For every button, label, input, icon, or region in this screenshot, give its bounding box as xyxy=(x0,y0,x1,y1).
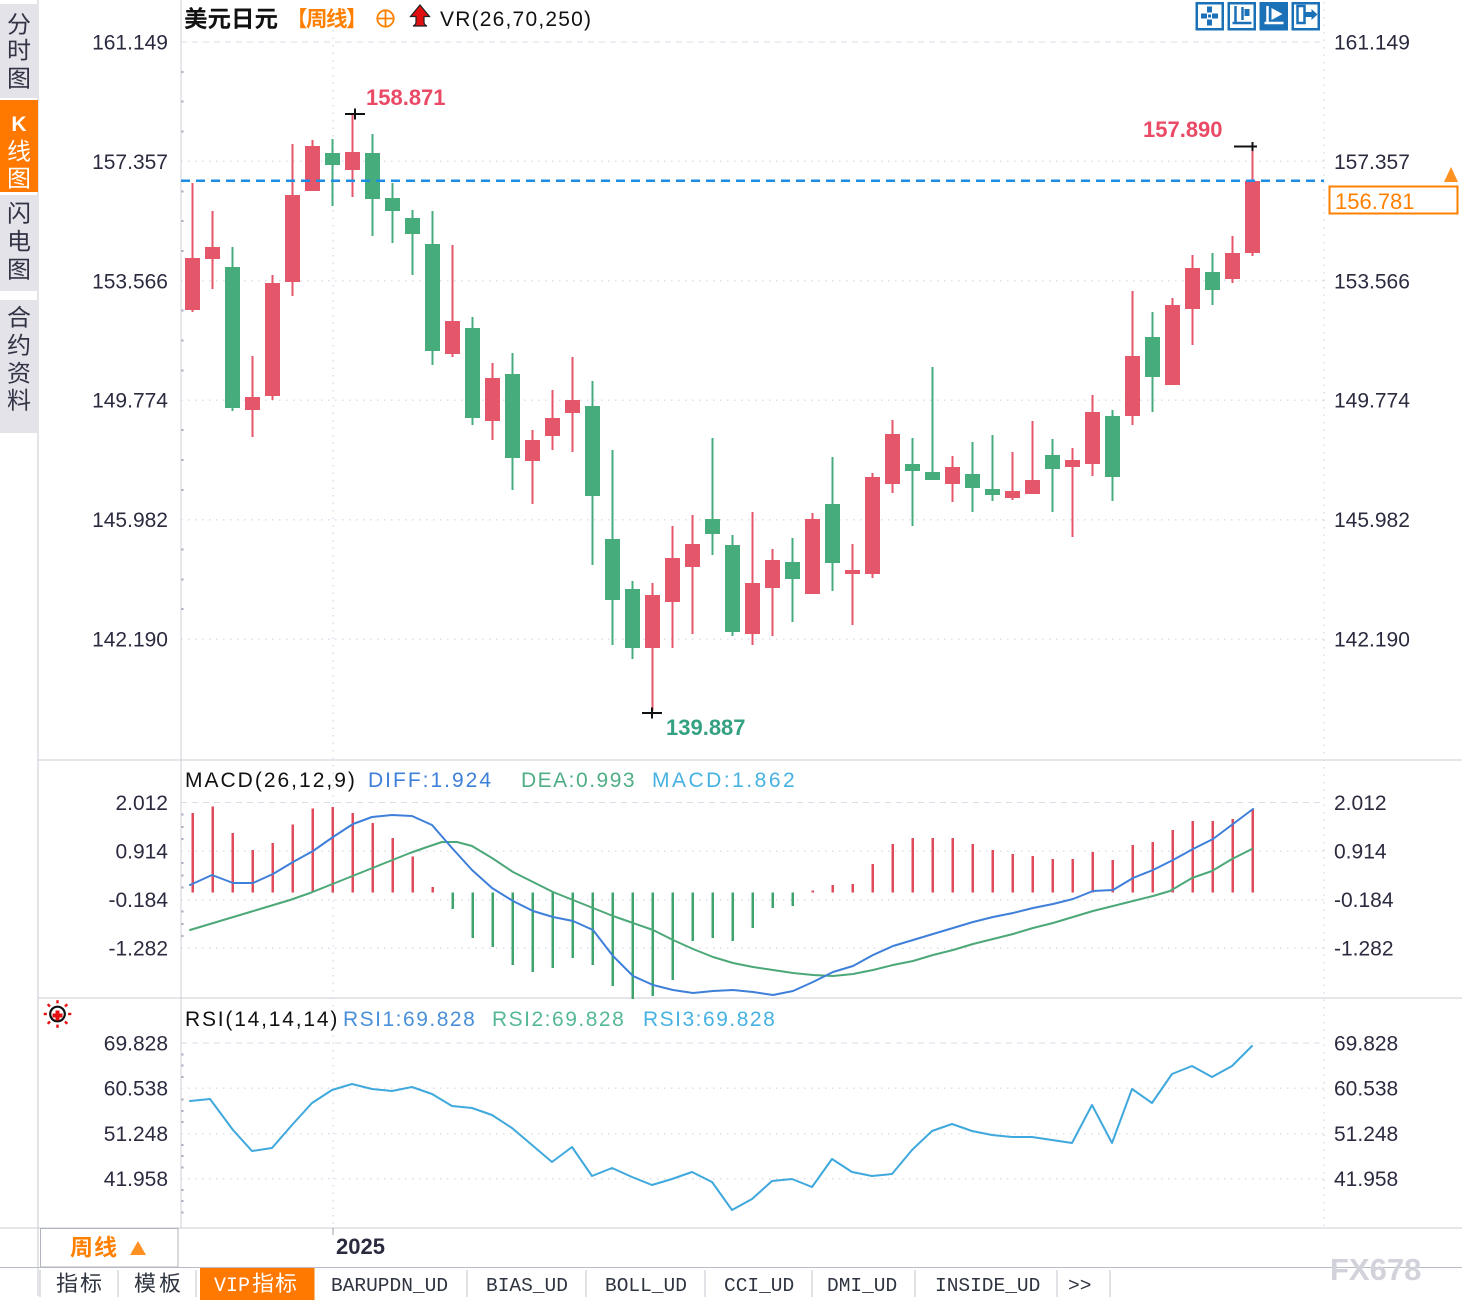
svg-text:142.190: 142.190 xyxy=(1334,629,1410,652)
svg-text:69.828: 69.828 xyxy=(1334,1033,1398,1056)
svg-text:DMI_UD: DMI_UD xyxy=(827,1275,897,1297)
svg-text:145.982: 145.982 xyxy=(1334,509,1410,532)
svg-text:MACD:1.862: MACD:1.862 xyxy=(652,769,797,792)
svg-text:2.012: 2.012 xyxy=(115,792,168,815)
svg-text:-0.184: -0.184 xyxy=(1334,889,1394,912)
svg-text:>>: >> xyxy=(1068,1275,1091,1297)
svg-text:CCI_UD: CCI_UD xyxy=(724,1275,794,1297)
svg-text:VR(26,70,250): VR(26,70,250) xyxy=(440,8,592,31)
svg-text:FX678: FX678 xyxy=(1330,1252,1421,1287)
svg-text:142.190: 142.190 xyxy=(92,629,168,652)
svg-text:156.781: 156.781 xyxy=(1335,189,1415,214)
svg-text:MACD(26,12,9): MACD(26,12,9) xyxy=(185,769,357,792)
svg-text:149.774: 149.774 xyxy=(92,390,168,413)
svg-text:INSIDE_UD: INSIDE_UD xyxy=(935,1275,1040,1297)
svg-text:158.871: 158.871 xyxy=(366,85,446,110)
svg-text:153.566: 153.566 xyxy=(1334,270,1410,293)
svg-text:RSI2:69.828: RSI2:69.828 xyxy=(492,1008,625,1031)
svg-text:RSI3:69.828: RSI3:69.828 xyxy=(643,1008,776,1031)
svg-text:BOLL_UD: BOLL_UD xyxy=(605,1275,687,1297)
svg-text:2025: 2025 xyxy=(336,1234,385,1259)
svg-text:153.566: 153.566 xyxy=(92,270,168,293)
svg-text:BIAS_UD: BIAS_UD xyxy=(486,1275,568,1297)
svg-text:41.958: 41.958 xyxy=(104,1168,168,1191)
svg-text:139.887: 139.887 xyxy=(666,715,746,740)
svg-text:VIP: VIP xyxy=(214,1275,250,1298)
svg-text:-1.282: -1.282 xyxy=(108,938,168,961)
svg-text:41.958: 41.958 xyxy=(1334,1168,1398,1191)
svg-text:60.538: 60.538 xyxy=(1334,1078,1398,1101)
svg-text:-0.184: -0.184 xyxy=(108,889,168,912)
svg-text:RSI1:69.828: RSI1:69.828 xyxy=(343,1008,476,1031)
svg-text:69.828: 69.828 xyxy=(104,1033,168,1056)
svg-text:157.890: 157.890 xyxy=(1143,117,1223,142)
svg-text:RSI(14,14,14): RSI(14,14,14) xyxy=(185,1008,339,1031)
svg-text:60.538: 60.538 xyxy=(104,1078,168,1101)
svg-text:K: K xyxy=(11,113,26,136)
svg-text:-1.282: -1.282 xyxy=(1334,938,1394,961)
svg-text:51.248: 51.248 xyxy=(1334,1123,1398,1146)
svg-text:2.012: 2.012 xyxy=(1334,792,1387,815)
svg-text:0.914: 0.914 xyxy=(1334,841,1387,864)
svg-text:161.149: 161.149 xyxy=(92,32,168,55)
svg-text:DIFF:1.924: DIFF:1.924 xyxy=(368,769,493,792)
svg-text:51.248: 51.248 xyxy=(104,1123,168,1146)
svg-text:157.357: 157.357 xyxy=(92,151,168,174)
svg-text:161.149: 161.149 xyxy=(1334,32,1410,55)
svg-text:157.357: 157.357 xyxy=(1334,151,1410,174)
svg-text:149.774: 149.774 xyxy=(1334,390,1410,413)
svg-text:BARUPDN_UD: BARUPDN_UD xyxy=(331,1275,448,1297)
svg-text:145.982: 145.982 xyxy=(92,509,168,532)
svg-text:0.914: 0.914 xyxy=(115,841,168,864)
svg-text:DEA:0.993: DEA:0.993 xyxy=(521,769,636,792)
